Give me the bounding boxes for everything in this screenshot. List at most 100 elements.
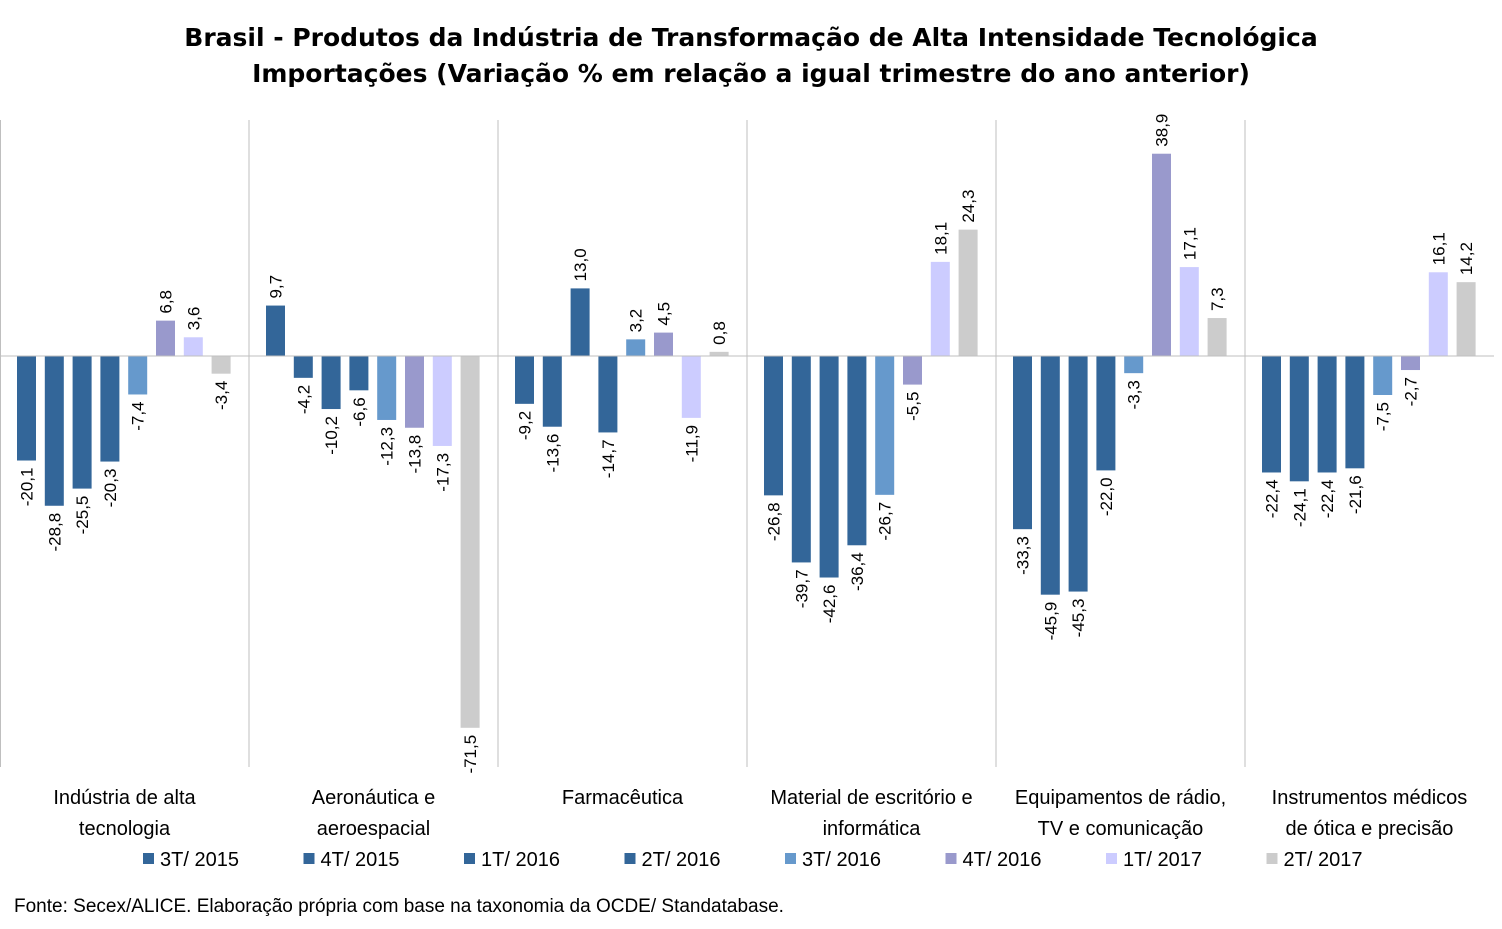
bar <box>349 356 369 391</box>
category-label: aeroespacial <box>317 818 430 840</box>
data-label: -22,4 <box>1263 479 1282 518</box>
chart-title: Brasil - Produtos da Indústria de Transf… <box>0 20 1502 92</box>
data-label: -36,4 <box>848 552 867 591</box>
source-note: Fonte: Secex/ALICE. Elaboração própria c… <box>14 896 784 917</box>
legend-swatch <box>303 853 315 864</box>
data-label: -26,7 <box>876 502 895 541</box>
data-label: -11,9 <box>682 425 701 463</box>
legend-label: 4T/ 2016 <box>963 849 1042 871</box>
data-label: -24,1 <box>1290 488 1309 527</box>
bar <box>847 356 867 546</box>
bar <box>1040 356 1060 595</box>
bar <box>1345 356 1365 469</box>
bar <box>542 356 562 427</box>
data-label: 24,3 <box>959 190 978 223</box>
data-label: -20,1 <box>18 468 37 507</box>
bar <box>1013 356 1032 530</box>
legend-label: 2T/ 2016 <box>642 849 721 871</box>
data-label: 17,1 <box>1180 227 1199 260</box>
category-label: Instrumentos médicos <box>1272 787 1468 809</box>
data-label: -3,4 <box>212 381 231 410</box>
bar <box>72 356 92 489</box>
data-label: -42,6 <box>820 585 839 624</box>
bar <box>1456 282 1476 356</box>
category-label: TV e comunicação <box>1038 818 1204 840</box>
bar <box>1096 356 1116 471</box>
data-label: -9,2 <box>516 411 535 440</box>
bar <box>654 332 673 356</box>
bar <box>405 356 424 428</box>
data-label: -21,6 <box>1346 475 1365 514</box>
category-label: Material de escritório e <box>770 787 972 809</box>
category-label: Indústria de alta <box>53 787 196 809</box>
category-label: Equipamentos de rádio, <box>1015 787 1226 809</box>
data-label: -7,4 <box>129 401 148 430</box>
data-label: -3,3 <box>1125 380 1144 409</box>
legend-swatch <box>464 853 475 864</box>
bar <box>515 356 534 404</box>
data-label: 14,2 <box>1457 242 1476 275</box>
bar <box>709 351 729 356</box>
data-label: 4,5 <box>655 302 674 326</box>
bar <box>1207 318 1227 356</box>
data-label: -45,9 <box>1041 602 1060 641</box>
data-label: -20,3 <box>101 469 120 508</box>
data-label: -33,3 <box>1014 536 1033 575</box>
data-label: -13,6 <box>543 434 562 473</box>
bar <box>958 229 978 356</box>
bar <box>44 356 64 506</box>
bar <box>100 356 120 462</box>
legend-swatch <box>624 853 636 864</box>
data-label: 9,7 <box>267 275 286 299</box>
legend-label: 3T/ 2015 <box>160 849 239 871</box>
legend-swatch <box>1266 853 1278 864</box>
legend-swatch <box>945 853 957 864</box>
data-label: 38,9 <box>1153 114 1172 147</box>
bar <box>321 356 341 410</box>
legend-label: 2T/ 2017 <box>1284 849 1363 871</box>
bar <box>460 356 480 728</box>
data-label: -22,4 <box>1318 479 1337 518</box>
data-label: -28,8 <box>45 513 64 552</box>
bar <box>681 356 701 418</box>
data-label: 18,1 <box>931 222 950 255</box>
bar <box>1124 356 1144 374</box>
data-label: 0,8 <box>710 321 729 345</box>
bar <box>791 356 811 563</box>
data-label: -71,5 <box>461 735 480 774</box>
data-label: -45,3 <box>1069 599 1088 638</box>
data-label: -7,5 <box>1374 402 1393 431</box>
data-label: -4,2 <box>294 385 313 414</box>
bar <box>1262 356 1281 473</box>
category-label: Farmacêutica <box>562 787 684 809</box>
data-label: 6,8 <box>157 290 176 314</box>
legend-label: 4T/ 2015 <box>321 849 400 871</box>
data-label: -14,7 <box>599 439 618 478</box>
data-label: -6,6 <box>350 397 369 426</box>
data-label: -25,5 <box>73 496 92 535</box>
bar <box>764 356 783 496</box>
legend-swatch <box>785 853 796 864</box>
data-label: -12,3 <box>378 427 397 466</box>
category-label: informática <box>823 818 922 840</box>
category-label: de ótica e precisão <box>1286 818 1454 840</box>
bar <box>1179 267 1199 356</box>
legend-swatch <box>1106 853 1117 864</box>
data-label: 3,2 <box>627 309 646 333</box>
bar <box>1317 356 1337 473</box>
bar <box>1289 356 1309 482</box>
bar <box>377 356 397 420</box>
category-label: tecnologia <box>79 818 171 840</box>
bar <box>266 305 285 356</box>
bar <box>1068 356 1088 592</box>
legend-swatch <box>143 853 154 864</box>
bar <box>1373 356 1393 395</box>
data-label: 3,6 <box>184 307 203 331</box>
data-label: -39,7 <box>792 569 811 608</box>
chart-title-line-1: Brasil - Produtos da Indústria de Transf… <box>184 23 1318 52</box>
bar <box>1152 153 1171 356</box>
data-label: -10,2 <box>322 416 341 455</box>
bar <box>432 356 452 446</box>
legend-label: 1T/ 2017 <box>1123 849 1202 871</box>
